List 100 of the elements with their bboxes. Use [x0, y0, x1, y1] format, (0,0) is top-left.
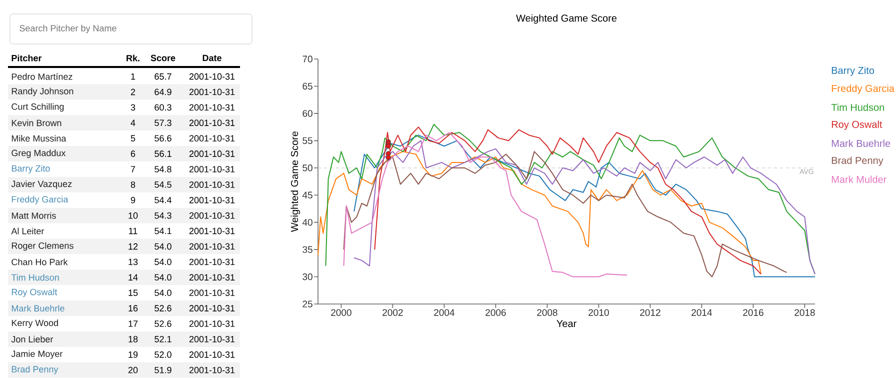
text: 2001-10-31 — [189, 120, 235, 126]
data-label: 7 — [130, 166, 136, 172]
data-label: 9 — [130, 197, 136, 204]
data-label: 14 — [128, 274, 138, 281]
data-label: 54.0 — [154, 290, 172, 296]
category-label: Pedro Martínez — [12, 73, 72, 80]
y-tick-label: 25 — [302, 300, 312, 308]
category-label: Roy Oswalt — [12, 288, 58, 298]
text: 2001-10-31 — [189, 290, 235, 296]
text: 2001-10-31 — [189, 88, 235, 96]
data-label: 51.9 — [154, 366, 172, 374]
data-label: 2 — [130, 88, 136, 96]
data-label: 57.3 — [154, 120, 172, 126]
y-tick-label: 50 — [302, 164, 312, 172]
category-label: Jamie Moyer — [11, 350, 63, 359]
data-label: 60.3 — [154, 104, 172, 111]
y-tick-label: 35 — [302, 246, 312, 254]
category-label: Brad Penny — [12, 366, 58, 374]
text: 2001-10-31 — [189, 243, 235, 250]
x-tick-label: 2008 — [537, 309, 558, 316]
data-label: 54.5 — [154, 182, 172, 188]
chart-title: Weighted Game Score — [516, 14, 617, 24]
category-label: Roger Clemens — [12, 242, 74, 251]
text: Rk. — [126, 54, 140, 62]
data-label: 3 — [130, 104, 136, 111]
text: Roy Oswalt — [832, 120, 882, 130]
data-label: 19 — [128, 352, 138, 358]
x-tick-label: 2010 — [588, 309, 609, 316]
text: Brad Penny — [832, 156, 884, 166]
data-label: 54.4 — [154, 197, 172, 204]
y-tick-label: 40 — [302, 219, 312, 226]
y-tick-label: 30 — [302, 274, 312, 280]
category-label: Barry Zito — [12, 165, 50, 174]
y-tick-label: 60 — [302, 110, 312, 117]
data-label: 52.6 — [154, 305, 172, 312]
category-label: Kevin Brown — [12, 120, 62, 126]
x-tick-label: 2012 — [640, 309, 660, 316]
x-tick-label: 2000 — [331, 309, 352, 316]
text: 2001-10-31 — [189, 182, 235, 188]
category-label: Kerry Wood — [12, 320, 58, 328]
text: 2001-10-31 — [189, 104, 235, 111]
text: 2001-10-31 — [189, 135, 235, 142]
data-label: 12 — [128, 243, 138, 250]
text: Score — [150, 54, 176, 62]
data-label: 1 — [131, 74, 136, 80]
text: Barry Zito — [832, 66, 874, 76]
data-label: 10 — [128, 212, 138, 219]
data-label: 8 — [130, 182, 136, 188]
data-label: 54.0 — [154, 274, 172, 281]
category-label: Freddy Garcia — [12, 196, 68, 204]
data-label: 20 — [128, 366, 138, 374]
x-axis-title: Year — [556, 320, 576, 328]
text: Mark Buehrle — [832, 140, 890, 148]
data-label: 54.8 — [154, 166, 172, 173]
data-label: 52.1 — [154, 336, 172, 342]
text: 2001-10-31 — [189, 197, 235, 204]
data-label: 11 — [129, 228, 138, 234]
category-label: Al Leiter — [11, 228, 44, 234]
y-tick-label: 45 — [302, 192, 312, 199]
data-label: 54.1 — [154, 228, 172, 234]
y-axis-title: Weighted Game Score — [290, 132, 300, 232]
text: 2001-10-31 — [189, 305, 235, 312]
text: 2001-10-31 — [189, 150, 235, 158]
data-label: 56.1 — [154, 150, 172, 158]
text: 2001-10-31 — [189, 166, 235, 173]
x-tick-label: 2018 — [794, 309, 815, 316]
data-label: 65.7 — [154, 73, 172, 80]
category-label: Chan Ho Park — [12, 258, 68, 266]
category-label: Randy Johnson — [12, 88, 74, 96]
data-label: 18 — [128, 336, 138, 342]
text: 2001-10-31 — [189, 320, 235, 328]
data-label: 56.6 — [154, 135, 172, 142]
text: 2001-10-31 — [189, 258, 235, 266]
data-label: 54.0 — [154, 243, 172, 250]
x-tick-label: 2016 — [743, 309, 764, 316]
text: Date — [202, 54, 222, 62]
data-label: 54.3 — [154, 212, 172, 219]
text: Pitcher — [12, 54, 42, 62]
data-label: 4 — [130, 120, 136, 126]
x-tick-label: 2002 — [382, 309, 403, 316]
data-label: 15 — [128, 290, 138, 296]
text: Freddy Garcia — [832, 84, 894, 94]
text: 2001-10-31 — [189, 366, 235, 374]
y-tick-label: 70 — [302, 56, 312, 62]
data-label: 5 — [130, 135, 136, 142]
text: 2001-10-31 — [189, 73, 235, 80]
category-label: Tim Hudson — [11, 274, 59, 281]
data-label: 64.9 — [154, 88, 172, 96]
text: Mark Mulder — [832, 176, 887, 184]
data-label: 17 — [128, 320, 138, 327]
data-label: 16 — [128, 305, 138, 312]
category-label: Curt Schilling — [12, 103, 64, 112]
text: Tim Hudson — [831, 104, 884, 112]
y-tick-label: 55 — [302, 137, 312, 144]
data-label: 6 — [130, 150, 136, 158]
category-label: Javier Vazquez — [11, 180, 72, 189]
text: 2001-10-31 — [189, 212, 235, 219]
text: 2001-10-31 — [189, 228, 235, 234]
text: 2001-10-31 — [189, 274, 235, 281]
x-tick-label: 2006 — [486, 309, 506, 316]
